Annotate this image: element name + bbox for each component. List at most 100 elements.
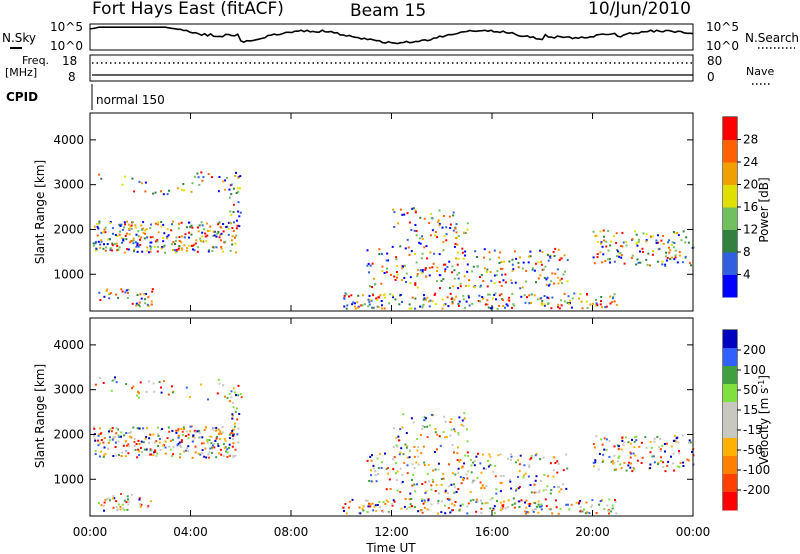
range-cell: [568, 295, 570, 297]
range-cell: [115, 446, 117, 448]
range-cell: [364, 303, 366, 305]
range-cell: [377, 473, 379, 475]
range-cell: [181, 247, 183, 249]
range-cell: [621, 467, 623, 469]
range-cell: [463, 298, 465, 300]
range-cell: [131, 228, 133, 230]
range-cell: [416, 230, 418, 232]
range-cell: [445, 421, 447, 423]
range-cell: [511, 504, 513, 506]
range-cell: [460, 285, 462, 287]
range-cell: [359, 512, 361, 514]
range-cell: [467, 470, 469, 472]
range-cell: [370, 265, 372, 267]
range-cell: [440, 445, 442, 447]
range-cell: [125, 440, 127, 442]
range-cell: [489, 507, 491, 509]
range-cell: [689, 262, 691, 264]
range-cell: [111, 390, 113, 392]
range-cell: [495, 493, 497, 495]
range-cell: [376, 480, 378, 482]
range-cell: [391, 503, 393, 505]
range-cell: [512, 264, 514, 266]
range-cell: [445, 239, 447, 241]
range-cell: [112, 498, 114, 500]
range-cell: [480, 285, 482, 287]
range-cell: [442, 299, 444, 301]
range-cell: [167, 228, 169, 230]
range-cell: [501, 285, 503, 287]
range-cell: [466, 505, 468, 507]
range-cell: [147, 304, 149, 306]
range-cell: [415, 211, 417, 213]
range-cell: [108, 293, 110, 295]
range-cell: [460, 505, 462, 507]
range-cell: [458, 278, 460, 280]
range-cell: [149, 227, 151, 229]
range-cell: [393, 211, 395, 213]
range-cell: [561, 278, 563, 280]
range-cell: [381, 300, 383, 302]
range-cell: [164, 252, 166, 254]
range-cell: [544, 295, 546, 297]
range-cell: [605, 241, 607, 243]
range-cell: [621, 440, 623, 442]
range-cell: [369, 285, 371, 287]
range-cell: [192, 441, 194, 443]
range-cell: [133, 240, 135, 242]
range-cell: [668, 252, 670, 254]
range-cell: [441, 500, 443, 502]
range-cell: [661, 445, 663, 447]
range-cell: [684, 241, 686, 243]
range-cell: [537, 298, 539, 300]
range-cell: [179, 453, 181, 455]
range-cell: [118, 503, 120, 505]
nsearch-label: N.Search: [745, 31, 799, 45]
range-cell: [366, 265, 368, 267]
range-cell: [396, 271, 398, 273]
range-cell: [118, 454, 120, 456]
range-cell: [549, 257, 551, 259]
range-cell: [597, 253, 599, 255]
range-cell: [668, 247, 670, 249]
range-cell: [457, 303, 459, 305]
range-cell: [642, 251, 644, 253]
range-cell: [404, 444, 406, 446]
range-cell: [480, 482, 482, 484]
range-cell: [221, 233, 223, 235]
range-cell: [112, 233, 114, 235]
range-cell: [401, 474, 403, 476]
range-cell: [101, 232, 103, 234]
range-cell: [438, 463, 440, 465]
range-cell: [522, 286, 524, 288]
date-label: 10/Jun/2010: [588, 0, 691, 19]
range-cell: [142, 221, 144, 223]
range-cell: [490, 499, 492, 501]
range-cell: [236, 227, 238, 229]
range-cell: [484, 487, 486, 489]
range-cell: [523, 464, 525, 466]
range-cell: [496, 274, 498, 276]
range-cell: [416, 234, 418, 236]
range-cell: [432, 481, 434, 483]
range-cell: [128, 432, 130, 434]
range-cell: [438, 219, 440, 221]
range-cell: [474, 460, 476, 462]
range-cell: [457, 432, 459, 434]
range-cell: [174, 249, 176, 251]
range-cell: [489, 456, 491, 458]
colorbar-segment: [723, 348, 737, 367]
range-cell: [419, 237, 421, 239]
range-cell: [470, 491, 472, 493]
range-cell: [145, 438, 147, 440]
range-cell: [457, 287, 459, 289]
range-cell: [381, 461, 383, 463]
range-cell: [662, 466, 664, 468]
range-cell: [102, 442, 104, 444]
range-cell: [556, 460, 558, 462]
range-cell: [98, 435, 100, 437]
range-cell: [384, 272, 386, 274]
range-cell: [480, 512, 482, 514]
range-cell: [637, 258, 639, 260]
range-cell: [138, 235, 140, 237]
